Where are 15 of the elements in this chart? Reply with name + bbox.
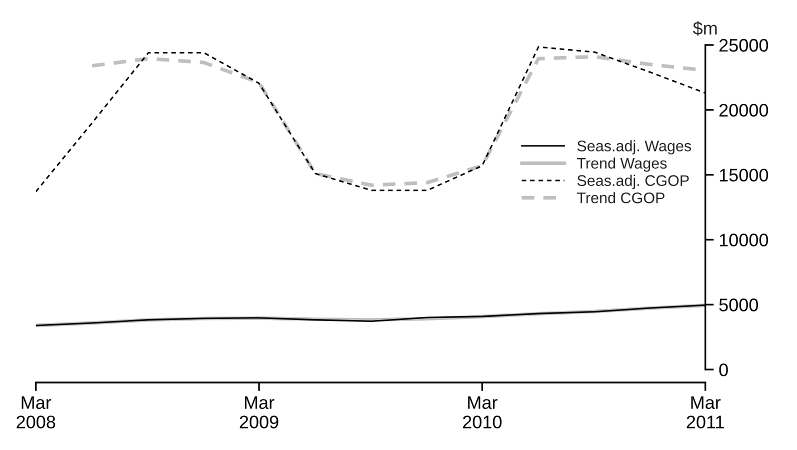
x-tick-label: Mar 2010 (463, 396, 502, 428)
y-tick-label: 5000 (719, 298, 758, 312)
legend-label: Seas.adj. Wages (577, 140, 692, 154)
x-tick-label: Mar 2008 (16, 396, 56, 428)
legend-label: Trend CGOP (577, 192, 664, 204)
legend-label: Seas.adj. CGOP (577, 174, 689, 190)
y-tick-label: 25000 (719, 38, 768, 52)
x-tick-label: Mar 2009 (240, 396, 278, 428)
y-tick-label: 0 (719, 363, 728, 376)
y-tick-label: 15000 (720, 168, 768, 182)
y-axis-title: $m (693, 21, 717, 36)
legend-label: Trend Wages (577, 157, 667, 172)
y-tick-label: 20000 (719, 104, 768, 117)
y-tick-label: 10000 (720, 234, 768, 246)
x-tick-label: Mar 2011 (686, 396, 724, 428)
